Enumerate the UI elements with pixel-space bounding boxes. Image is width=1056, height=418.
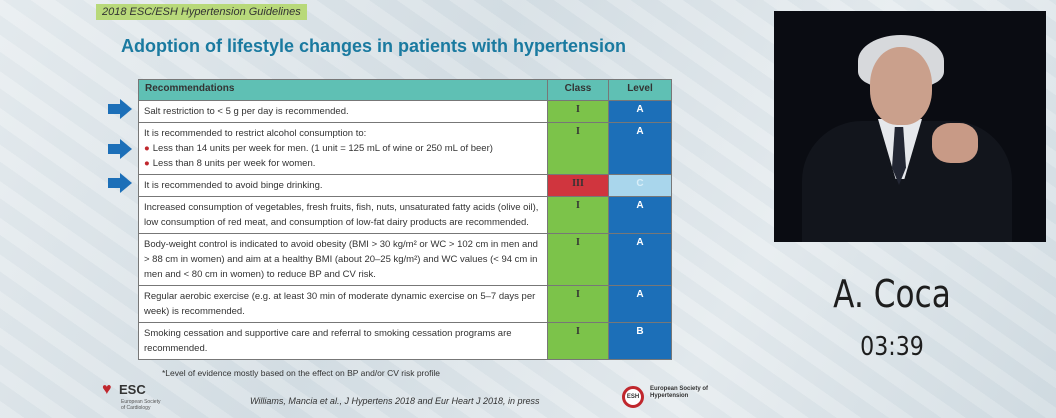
bullet-item: ● Less than 8 units per week for women. — [144, 156, 542, 171]
heart-icon: ♥ — [102, 381, 112, 398]
recommendation-text: Smoking cessation and supportive care an… — [138, 322, 548, 360]
table-row: Increased consumption of vegetables, fre… — [138, 196, 672, 234]
recommendation-text: It is recommended to restrict alcohol co… — [144, 128, 367, 139]
class-cell: I — [547, 233, 609, 286]
column-header-recommendations: Recommendations — [138, 79, 548, 101]
bullet-item: ● Less than 14 units per week for men. (1… — [144, 141, 542, 156]
table-row: It is recommended to restrict alcohol co… — [138, 122, 672, 175]
level-cell: A — [608, 100, 672, 123]
table-row: Salt restriction to < 5 g per day is rec… — [138, 100, 672, 123]
level-cell: B — [608, 322, 672, 360]
class-cell: I — [547, 285, 609, 323]
esh-badge-icon: ESH — [622, 386, 644, 408]
footnote: *Level of evidence mostly based on the e… — [162, 368, 440, 378]
level-cell: A — [608, 285, 672, 323]
arrow-icon — [108, 139, 132, 159]
class-cell: I — [547, 322, 609, 360]
class-cell: I — [547, 100, 609, 123]
speaker-hand — [932, 123, 978, 163]
bullet-text: Less than 8 units per week for women. — [152, 158, 316, 169]
recommendation-text: Regular aerobic exercise (e.g. at least … — [138, 285, 548, 323]
class-cell: I — [547, 196, 609, 234]
guideline-tag: 2018 ESC/ESH Hypertension Guidelines — [96, 4, 307, 20]
arrow-icon — [108, 173, 132, 193]
level-cell: A — [608, 122, 672, 175]
bullet-icon: ● — [144, 158, 150, 169]
timer: 03:39 — [860, 332, 924, 362]
recommendation-text: Increased consumption of vegetables, fre… — [138, 196, 548, 234]
bullet-text: Less than 14 units per week for men. (1 … — [152, 143, 493, 154]
table-row: Smoking cessation and supportive care an… — [138, 322, 672, 360]
table-row: Regular aerobic exercise (e.g. at least … — [138, 285, 672, 323]
esc-logo-name: ESC — [119, 382, 146, 397]
arrow-icon — [108, 99, 132, 119]
recommendation-text: It is recommended to avoid binge drinkin… — [138, 174, 548, 197]
recommendation-text: Salt restriction to < 5 g per day is rec… — [138, 100, 548, 123]
recommendation-text: Body-weight control is indicated to avoi… — [138, 233, 548, 286]
recommendations-table: Recommendations Class Level Salt restric… — [138, 79, 672, 360]
recommendation-cell: It is recommended to restrict alcohol co… — [138, 122, 548, 175]
level-cell: C — [608, 174, 672, 197]
column-header-class: Class — [547, 79, 609, 101]
bullet-icon: ● — [144, 143, 150, 154]
column-header-level: Level — [608, 79, 672, 101]
table-header-row: Recommendations Class Level — [138, 79, 672, 101]
table-row: It is recommended to avoid binge drinkin… — [138, 174, 672, 197]
speaker-video — [774, 11, 1046, 242]
esc-logo-subtitle: European Society of Cardiology — [121, 399, 161, 411]
level-cell: A — [608, 233, 672, 286]
slide-title: Adoption of lifestyle changes in patient… — [121, 36, 627, 56]
class-cell: I — [547, 122, 609, 175]
speaker-head — [870, 47, 932, 125]
table-row: Body-weight control is indicated to avoi… — [138, 233, 672, 286]
esh-logo-text: European Society of Hypertension — [650, 386, 709, 399]
speaker-tie — [892, 127, 906, 185]
level-cell: A — [608, 196, 672, 234]
speaker-name: A. Coca — [833, 272, 951, 316]
class-cell: III — [547, 174, 609, 197]
citation: Williams, Mancia et al., J Hypertens 201… — [250, 396, 540, 406]
